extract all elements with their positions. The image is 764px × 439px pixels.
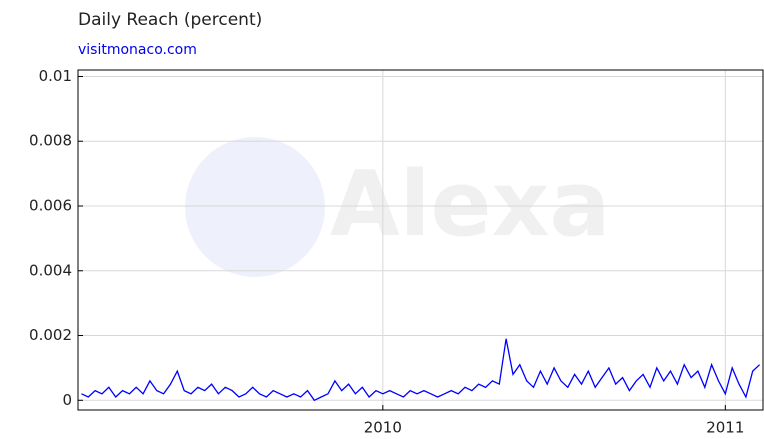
x-tick-label: 2010	[364, 419, 402, 437]
y-tick-label: 0.002	[29, 326, 72, 344]
series-line	[81, 338, 761, 402]
y-tick-label: 0.006	[29, 197, 72, 215]
watermark: Alexa	[330, 152, 610, 257]
x-tick-label: 2011	[706, 419, 744, 437]
plot-frame	[77, 69, 764, 411]
chart-title: Daily Reach (percent)	[78, 10, 262, 30]
y-tick-label: 0	[62, 391, 72, 409]
watermark-logo	[185, 137, 325, 277]
chart-subtitle: visitmonaco.com	[78, 42, 197, 58]
y-tick-label: 0.004	[29, 261, 72, 279]
y-tick-label: 0.008	[29, 132, 72, 150]
y-tick-label: 0.01	[39, 67, 72, 85]
